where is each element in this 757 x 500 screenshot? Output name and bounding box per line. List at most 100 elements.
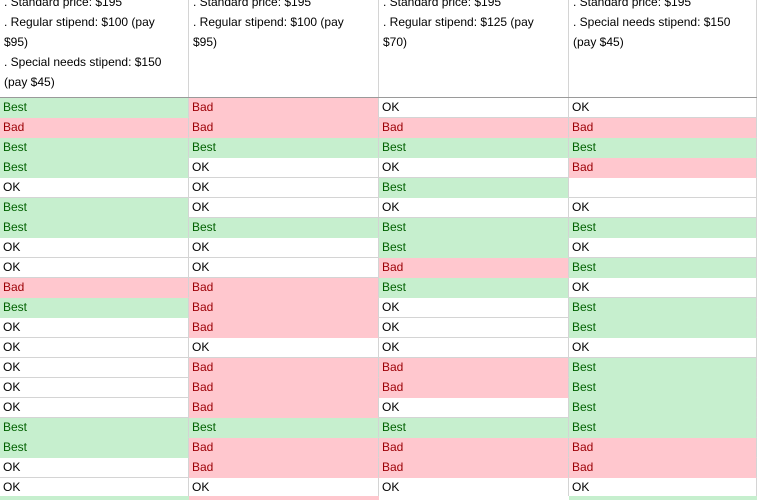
rating-cell[interactable]: Bad [189, 318, 379, 338]
table-row: Best Bad OK Best [0, 298, 757, 318]
rating-cell[interactable]: Bad [189, 298, 379, 318]
rating-cell[interactable]: OK [189, 178, 379, 198]
rating-cell[interactable]: OK [379, 318, 569, 338]
rating-cell[interactable]: OK [379, 338, 569, 358]
rating-cell[interactable]: Best [0, 418, 189, 438]
header-divider [0, 97, 757, 98]
rating-cell[interactable]: Best [189, 418, 379, 438]
rating-cell[interactable]: Bad [189, 438, 379, 458]
header-line: . Standard price: $195 [4, 0, 123, 9]
rating-cell[interactable]: OK [189, 478, 379, 498]
rating-cell[interactable]: Best [569, 358, 757, 378]
rating-cell[interactable]: Best [0, 158, 189, 178]
header-cell-option-4[interactable]: . Standard price: $195 . Special needs s… [569, 0, 757, 97]
header-cell-option-3[interactable]: . Standard price: $195 . Regular stipend… [379, 0, 569, 97]
rating-cell[interactable]: Best [569, 318, 757, 338]
rating-cell[interactable]: Bad [0, 278, 189, 298]
table-row: OK OK Bad Best [0, 258, 757, 278]
rating-cell[interactable]: OK [0, 358, 189, 378]
rating-cell[interactable]: Bad [379, 458, 569, 478]
rating-cell[interactable]: OK [569, 278, 757, 298]
rating-cell[interactable]: OK [0, 398, 189, 418]
rating-cell[interactable]: Best [0, 98, 189, 118]
rating-cell[interactable]: OK [379, 198, 569, 218]
rating-cell[interactable]: OK [0, 318, 189, 338]
rating-cell[interactable]: OK [569, 478, 757, 498]
rating-cell[interactable]: OK [0, 238, 189, 258]
rating-cell[interactable]: Best [0, 218, 189, 238]
rating-cell[interactable]: Best [0, 298, 189, 318]
rating-cell[interactable]: OK [0, 378, 189, 398]
rating-cell[interactable]: Best [379, 178, 569, 198]
rating-cell[interactable]: Bad [379, 258, 569, 278]
rating-cell[interactable]: Bad [189, 118, 379, 138]
table-row: Best Best Best Best [0, 138, 757, 158]
rating-cell[interactable]: Bad [189, 98, 379, 118]
rating-cell[interactable]: OK [379, 478, 569, 498]
rating-cell[interactable]: OK [569, 338, 757, 358]
header-line: $95) [193, 35, 218, 49]
rating-cell[interactable]: Best [569, 138, 757, 158]
rating-cell[interactable]: OK [189, 238, 379, 258]
rating-cell[interactable]: OK [189, 258, 379, 278]
header-line: $70) [383, 35, 408, 49]
table-row: OK Bad OK Best [0, 318, 757, 338]
rating-cell[interactable]: Bad [379, 358, 569, 378]
rating-cell[interactable]: OK [189, 198, 379, 218]
rating-cell[interactable]: Best [379, 278, 569, 298]
rating-cell[interactable]: OK [379, 158, 569, 178]
rating-cell[interactable]: Bad [379, 438, 569, 458]
rating-cell[interactable]: OK [379, 298, 569, 318]
rating-cell[interactable]: Bad [189, 398, 379, 418]
rating-cell[interactable]: Best [569, 378, 757, 398]
rating-cell[interactable]: Bad [379, 378, 569, 398]
rating-cell[interactable]: OK [189, 158, 379, 178]
rating-cell[interactable]: Bad [569, 158, 757, 178]
rating-cell[interactable]: OK [569, 238, 757, 258]
rating-cell[interactable]: Bad [189, 378, 379, 398]
header-row: . Standard price: $195 . Regular stipend… [0, 0, 757, 97]
rating-cell[interactable]: Best [0, 198, 189, 218]
rating-cell[interactable]: OK [569, 198, 757, 218]
rating-cell[interactable]: Best [379, 218, 569, 238]
rating-cell[interactable]: OK [379, 398, 569, 418]
rating-cell[interactable]: Best [379, 238, 569, 258]
rating-cell[interactable]: Best [189, 218, 379, 238]
header-cell-option-2[interactable]: . Standard price: $195 . Regular stipend… [189, 0, 379, 97]
rating-cell[interactable]: OK [0, 178, 189, 198]
header-line: . Regular stipend: $100 (pay [4, 15, 155, 29]
rating-cell[interactable]: OK [0, 338, 189, 358]
table-row: OK Bad Bad Best [0, 378, 757, 398]
rating-cell[interactable]: Bad [569, 438, 757, 458]
rating-cell[interactable]: Best [0, 438, 189, 458]
rating-cell[interactable]: OK [0, 458, 189, 478]
rating-cell[interactable]: OK [379, 98, 569, 118]
table-row: Bad Bad Best OK [0, 278, 757, 298]
table-row: OK Bad Bad Bad [0, 458, 757, 478]
header-line: . Special needs stipend: $150 [4, 55, 162, 69]
rating-cell[interactable]: Best [189, 138, 379, 158]
rating-cell[interactable]: Best [379, 138, 569, 158]
rating-cell[interactable]: Best [569, 258, 757, 278]
rating-cell[interactable]: Best [569, 298, 757, 318]
rating-cell[interactable]: Bad [0, 118, 189, 138]
rating-cell[interactable]: Bad [189, 358, 379, 378]
rating-cell[interactable]: Best [0, 138, 189, 158]
rating-cell[interactable]: OK [569, 98, 757, 118]
rating-cell[interactable]: OK [189, 338, 379, 358]
rating-cell[interactable]: Best [379, 418, 569, 438]
rating-cell[interactable]: Bad [379, 118, 569, 138]
rating-cell[interactable]: OK [0, 258, 189, 278]
rating-cell[interactable]: Bad [569, 458, 757, 478]
header-line: . Standard price: $195 [573, 0, 692, 9]
rating-cell[interactable]: Bad [189, 458, 379, 478]
table-row: OK OK Best [0, 178, 757, 198]
rating-cell[interactable]: Best [569, 398, 757, 418]
rating-cell[interactable]: OK [0, 478, 189, 498]
rating-cell[interactable]: Bad [569, 118, 757, 138]
rating-cell[interactable] [569, 178, 757, 198]
rating-cell[interactable]: Best [569, 418, 757, 438]
rating-cell[interactable]: Bad [189, 278, 379, 298]
header-cell-option-1[interactable]: . Standard price: $195 . Regular stipend… [0, 0, 189, 97]
rating-cell[interactable]: Best [569, 218, 757, 238]
